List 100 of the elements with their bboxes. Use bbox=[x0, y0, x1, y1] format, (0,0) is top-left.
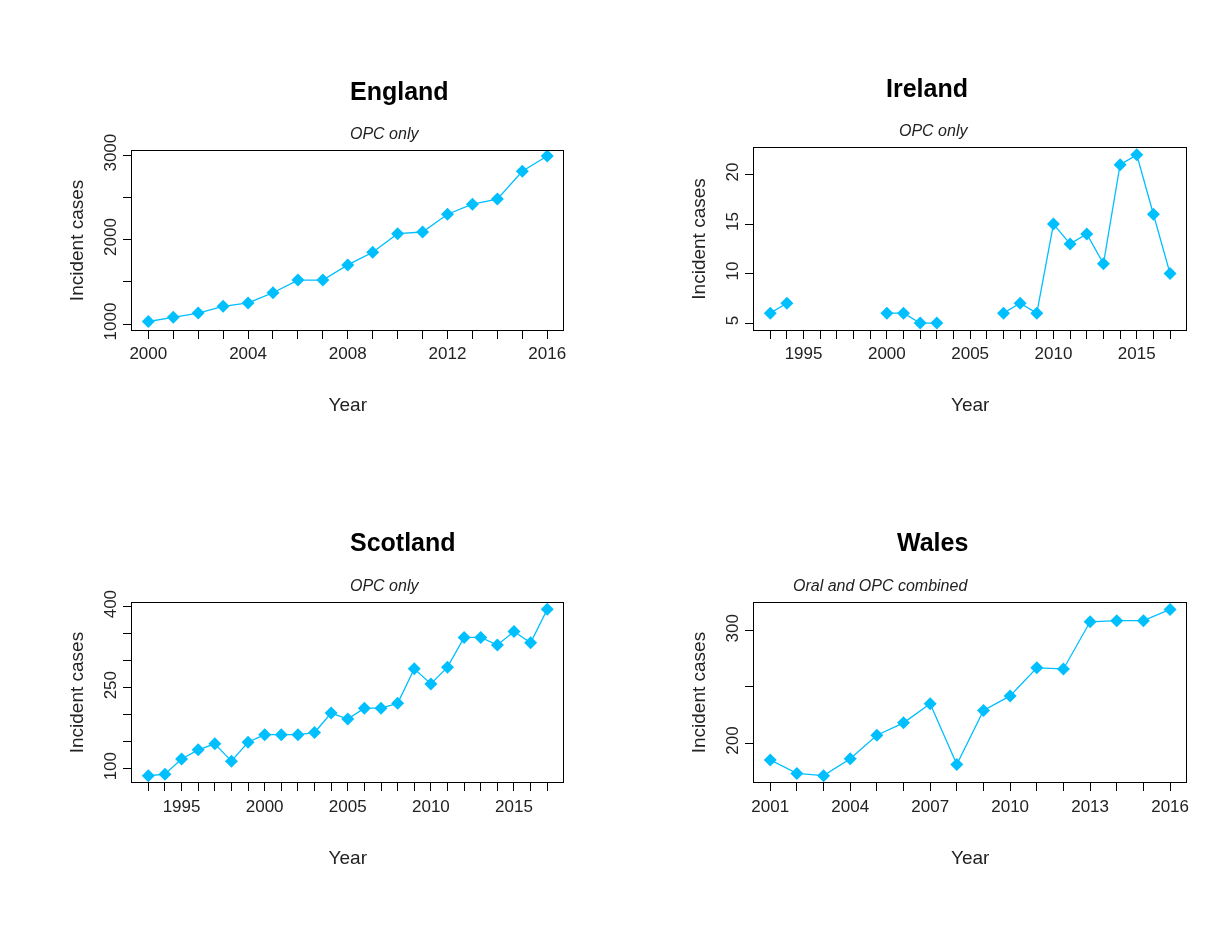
y-axis-title: Incident cases bbox=[688, 631, 710, 754]
point bbox=[216, 299, 230, 313]
x-tick-label: 2008 bbox=[328, 344, 367, 364]
point bbox=[1030, 306, 1044, 320]
y-tick-label: 250 bbox=[101, 670, 121, 700]
point bbox=[1030, 661, 1044, 675]
point bbox=[1136, 614, 1150, 628]
point bbox=[540, 149, 554, 163]
point bbox=[524, 636, 538, 650]
point bbox=[1063, 237, 1077, 251]
x-tick-label: 2005 bbox=[328, 796, 367, 816]
point bbox=[266, 286, 280, 300]
chart-subtitle: OPC only bbox=[899, 122, 969, 139]
x-tick-label: 1995 bbox=[162, 796, 201, 816]
point bbox=[843, 752, 857, 766]
x-tick-label: 2010 bbox=[411, 796, 450, 816]
point bbox=[465, 197, 479, 211]
x-tick-label: 2015 bbox=[495, 796, 533, 816]
point bbox=[897, 306, 911, 320]
point bbox=[424, 677, 438, 691]
y-tick-label: 2000 bbox=[101, 218, 121, 256]
point bbox=[507, 625, 521, 638]
point bbox=[224, 754, 238, 768]
chart-title: England bbox=[350, 77, 449, 105]
point bbox=[141, 769, 155, 783]
point bbox=[291, 273, 305, 287]
point bbox=[308, 726, 322, 740]
point bbox=[1083, 615, 1097, 629]
point bbox=[763, 753, 777, 767]
x-tick-label: 2010 bbox=[991, 796, 1030, 816]
x-tick-label: 2005 bbox=[951, 344, 990, 364]
y-axis-title: Incident cases bbox=[688, 178, 710, 300]
chart-title: Wales bbox=[897, 528, 969, 556]
x-tick-label: 2007 bbox=[911, 796, 950, 816]
point bbox=[341, 712, 355, 726]
x-axis-title: Year bbox=[950, 846, 991, 868]
point bbox=[1113, 158, 1127, 172]
chart-title: Ireland bbox=[886, 74, 968, 102]
point bbox=[950, 757, 964, 771]
point bbox=[141, 314, 155, 328]
y-tick-label: 15 bbox=[723, 212, 743, 232]
x-tick-label: 2012 bbox=[428, 344, 467, 364]
y-axis-title: Incident cases bbox=[66, 179, 88, 302]
point bbox=[930, 316, 944, 330]
point bbox=[1110, 614, 1124, 628]
x-tick-label: 2004 bbox=[831, 796, 870, 816]
x-axis-title: Year bbox=[328, 846, 368, 868]
x-tick-label: 2000 bbox=[129, 344, 168, 364]
point bbox=[357, 701, 371, 715]
x-tick-label: 2001 bbox=[751, 796, 790, 816]
point bbox=[166, 310, 180, 324]
y-tick-label: 20 bbox=[723, 162, 743, 182]
y-tick-label: 3000 bbox=[101, 133, 121, 172]
point bbox=[790, 766, 804, 780]
x-axis-title: Year bbox=[328, 394, 368, 416]
point bbox=[540, 602, 554, 616]
point bbox=[490, 192, 504, 206]
point bbox=[1163, 602, 1177, 616]
point bbox=[391, 696, 405, 710]
y-axis-title: Incident cases bbox=[66, 631, 88, 754]
point bbox=[316, 273, 330, 287]
point bbox=[515, 164, 529, 178]
point bbox=[897, 716, 911, 730]
point bbox=[191, 306, 205, 320]
x-tick-label: 2013 bbox=[1071, 796, 1110, 816]
x-axis-title: Year bbox=[950, 394, 991, 416]
y-tick-label: 100 bbox=[101, 751, 121, 781]
point bbox=[366, 245, 380, 259]
x-tick-label: 2010 bbox=[1034, 344, 1073, 364]
point bbox=[341, 258, 355, 272]
chart-title: Scotland bbox=[350, 528, 456, 556]
point bbox=[490, 638, 504, 652]
point bbox=[880, 306, 894, 320]
x-tick-label: 2000 bbox=[867, 344, 906, 364]
point bbox=[441, 207, 454, 221]
chart-subtitle: OPC only bbox=[350, 577, 420, 594]
y-tick-label: 5 bbox=[723, 315, 743, 326]
point bbox=[191, 743, 205, 757]
point bbox=[1146, 207, 1160, 221]
point bbox=[324, 706, 338, 720]
point bbox=[374, 701, 388, 715]
point bbox=[1046, 217, 1060, 231]
point bbox=[258, 728, 272, 742]
point bbox=[175, 752, 189, 766]
point bbox=[241, 296, 255, 310]
point bbox=[976, 704, 990, 718]
x-tick-label: 1995 bbox=[784, 344, 823, 364]
x-tick-label: 2000 bbox=[245, 796, 284, 816]
point bbox=[274, 728, 288, 742]
point bbox=[870, 728, 884, 742]
point bbox=[1096, 257, 1110, 271]
point bbox=[407, 662, 421, 676]
y-tick-label: 1000 bbox=[101, 302, 121, 341]
y-tick-label: 10 bbox=[723, 261, 743, 281]
point bbox=[391, 227, 405, 241]
point bbox=[158, 767, 172, 781]
y-tick-label: 200 bbox=[723, 726, 743, 755]
point bbox=[416, 225, 430, 239]
point bbox=[1013, 296, 1027, 310]
point bbox=[1056, 662, 1070, 676]
